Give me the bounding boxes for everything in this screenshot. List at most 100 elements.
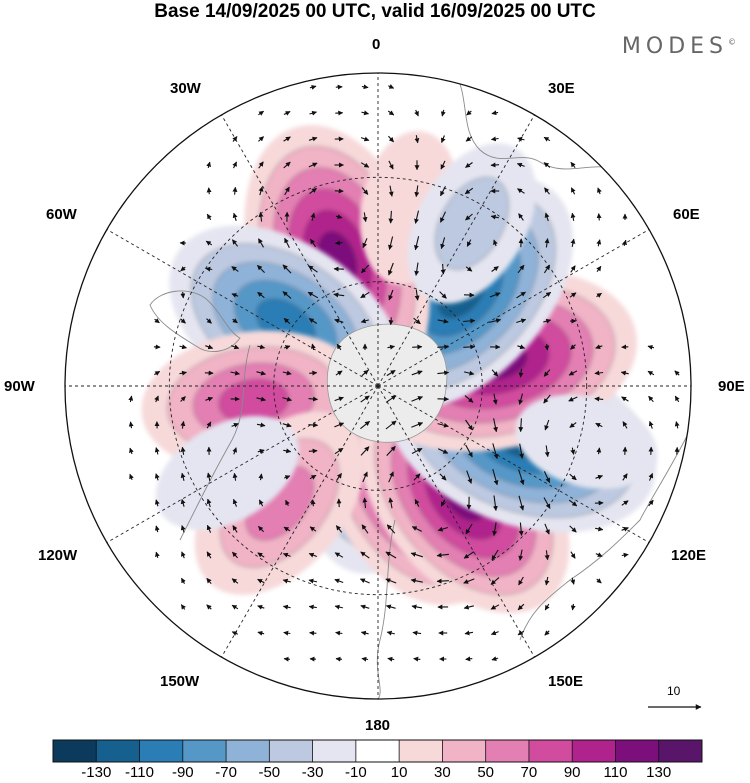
- wind-arrow: [310, 343, 316, 351]
- wind-arrow: [360, 395, 370, 403]
- wind-arrow: [335, 240, 343, 246]
- meridian-line: [106, 229, 379, 387]
- wind-arrow: [258, 211, 264, 222]
- reference-vector-label: 10: [667, 684, 681, 698]
- colorbar-swatch: [485, 740, 530, 762]
- wind-arrow: [544, 523, 550, 535]
- wind-arrow: [440, 135, 446, 143]
- wind-arrow: [205, 240, 213, 246]
- wind-arrow: [283, 161, 291, 169]
- wind-arrow: [622, 239, 627, 246]
- wind-arrow: [334, 318, 344, 324]
- wind-arrow: [518, 469, 525, 485]
- colorbar-swatch: [139, 740, 184, 762]
- latitude-circle: [168, 176, 588, 596]
- wind-arrow: [622, 473, 628, 481]
- wind-arrow: [413, 656, 421, 662]
- wind-arrow: [436, 578, 449, 584]
- wind-arrow: [334, 604, 344, 610]
- wind-arrow: [492, 443, 499, 460]
- wind-arrow: [648, 499, 654, 507]
- lon-label-60w: 60W: [46, 206, 77, 223]
- wind-arrow: [206, 421, 212, 429]
- wind-arrow: [543, 394, 551, 404]
- wind-arrow: [309, 84, 317, 90]
- wind-arrow: [544, 603, 550, 611]
- wind-arrow: [414, 109, 419, 117]
- colorbar-label: -50: [258, 764, 281, 781]
- wind-arrow: [595, 552, 603, 557]
- wind-arrow: [492, 468, 499, 486]
- wind-arrow: [206, 187, 212, 195]
- wind-arrow: [412, 344, 423, 350]
- wind-arrow: [180, 472, 186, 481]
- wind-arrow: [257, 448, 265, 454]
- wind-arrow: [648, 395, 654, 403]
- colorbar-label: -90: [171, 764, 194, 781]
- wind-arrow: [180, 446, 186, 455]
- wind-arrow: [570, 212, 576, 221]
- wind-arrow: [258, 499, 264, 507]
- wind-arrow: [258, 473, 264, 481]
- wind-arrow: [519, 443, 524, 459]
- wind-arrow: [206, 524, 212, 533]
- wind-arrow: [231, 423, 239, 428]
- wind-arrow: [466, 239, 472, 247]
- wind-arrow: [385, 604, 396, 610]
- wind-arrow: [206, 161, 212, 169]
- wind-arrow: [490, 577, 500, 585]
- wind-arrow: [385, 395, 397, 403]
- wind-arrow: [490, 604, 500, 610]
- wind-arrow: [361, 656, 369, 662]
- wind-arrow: [282, 604, 291, 610]
- colorbar-label: -70: [215, 764, 237, 781]
- wind-arrow: [388, 84, 395, 89]
- meridian-line: [221, 385, 379, 658]
- wind-arrow: [411, 422, 424, 428]
- wind-arrow: [544, 238, 550, 248]
- wind-arrow: [543, 264, 551, 274]
- wind-arrow: [570, 344, 576, 350]
- wind-arrow: [439, 473, 447, 481]
- wind-arrow: [410, 552, 423, 558]
- wind-arrow: [620, 370, 629, 376]
- wind-arrow: [283, 526, 291, 532]
- colorbar-frame: [52, 739, 703, 763]
- wind-arrow: [128, 395, 134, 403]
- wind-arrow: [128, 421, 134, 429]
- meridian-line: [377, 229, 650, 387]
- wind-arrow: [648, 472, 654, 481]
- wind-arrow: [569, 292, 577, 298]
- wind-arrow: [206, 577, 212, 585]
- wind-arrow: [334, 447, 344, 455]
- wind-arrow: [334, 578, 344, 584]
- wind-arrow: [597, 187, 602, 195]
- wind-arrow: [518, 549, 524, 561]
- colorbar-swatch: [442, 740, 487, 762]
- wind-arrow: [360, 162, 370, 168]
- wind-arrow: [594, 396, 604, 402]
- wind-arrow: [154, 318, 160, 324]
- wind-arrow: [360, 264, 370, 274]
- wind-arrow: [388, 160, 394, 170]
- wind-arrow: [464, 187, 474, 195]
- wind-arrow: [491, 656, 499, 662]
- wind-arrow: [543, 162, 551, 168]
- wind-arrow: [387, 656, 395, 662]
- meridian-line: [221, 114, 379, 387]
- lon-label-120w: 120W: [38, 547, 78, 564]
- wind-arrow: [544, 576, 550, 586]
- wind-arrow: [648, 420, 654, 429]
- colorbar-label: 130: [646, 764, 672, 781]
- wind-arrow: [232, 498, 238, 507]
- wind-arrow: [465, 162, 473, 168]
- alaska-coast: [376, 519, 396, 699]
- colorbar-swatch: [399, 740, 443, 762]
- lon-label-60e: 60E: [673, 206, 700, 223]
- wind-arrow: [388, 317, 394, 326]
- wind-arrow: [206, 604, 212, 610]
- wind-arrow: [465, 444, 473, 458]
- wind-arrow: [154, 525, 160, 533]
- wind-arrow: [492, 522, 498, 537]
- wind-arrow: [437, 526, 448, 532]
